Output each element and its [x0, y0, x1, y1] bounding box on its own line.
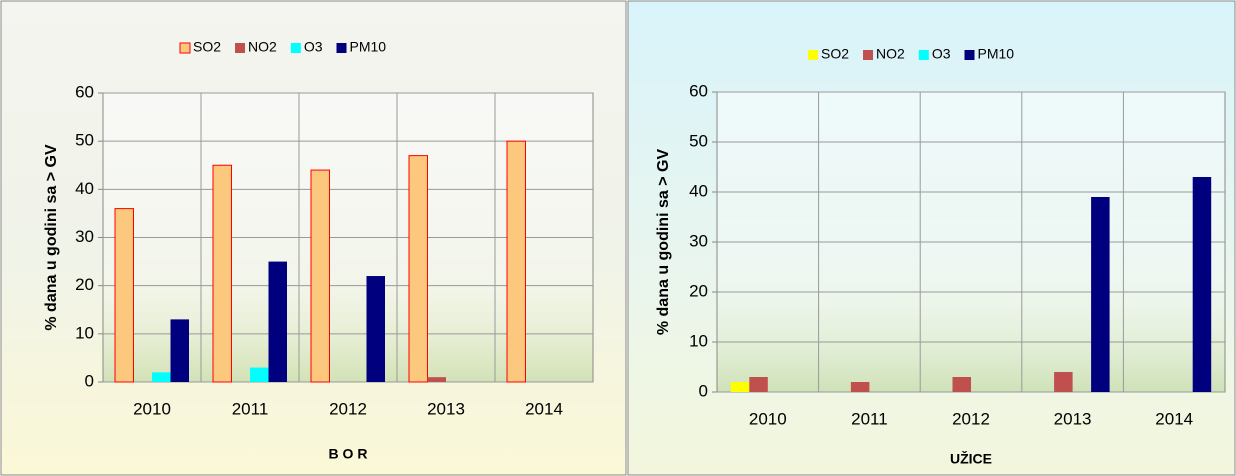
legend-swatch [964, 50, 975, 60]
bar [850, 382, 870, 392]
x-tick-label: 2011 [232, 399, 269, 418]
y-tick-label: 0 [85, 371, 94, 390]
x-tick-label: 2013 [427, 399, 465, 418]
legend-swatch [235, 43, 246, 53]
x-axis-title: UŽICE [950, 450, 992, 467]
bar [408, 155, 428, 383]
y-tick-label: 40 [689, 181, 708, 200]
bar [506, 140, 526, 383]
x-tick-label: 2012 [329, 399, 367, 418]
x-tick-label: 2014 [1155, 409, 1193, 428]
legend-swatch [336, 43, 347, 53]
bar [427, 377, 446, 382]
legend-label: O3 [932, 46, 951, 62]
bar [366, 276, 385, 382]
x-tick-label: 2010 [749, 409, 787, 428]
bar [212, 164, 232, 383]
y-tick-label: 10 [75, 323, 94, 342]
y-tick-label: 20 [689, 281, 708, 300]
bar [1192, 177, 1212, 392]
bar [1091, 197, 1110, 392]
legend-swatch [808, 50, 818, 60]
bar [1054, 372, 1073, 392]
bar [730, 382, 750, 392]
bar [152, 372, 171, 382]
bar [114, 208, 134, 383]
x-tick-label: 2013 [1054, 409, 1092, 428]
y-tick-label: 30 [689, 231, 708, 250]
y-tick-label: 60 [689, 81, 708, 100]
bar [749, 377, 768, 392]
x-tick-label: 2010 [133, 399, 171, 418]
legend-swatch [290, 43, 301, 53]
legend-swatch [179, 42, 191, 54]
y-axis-title: % dana u godini sa > GV [43, 144, 60, 331]
y-tick-label: 20 [75, 275, 94, 294]
legend-label: SO2 [193, 39, 221, 55]
x-tick-label: 2012 [952, 409, 990, 428]
bar [268, 261, 287, 382]
y-tick-label: 0 [699, 381, 708, 400]
bar [170, 319, 189, 382]
legend-label: PM10 [978, 46, 1015, 62]
legend-label: O3 [304, 39, 323, 55]
bar [952, 377, 971, 392]
y-tick-label: 30 [75, 227, 94, 246]
y-tick-label: 10 [689, 331, 708, 350]
y-tick-label: 40 [75, 179, 94, 198]
x-tick-label: 2011 [851, 409, 888, 428]
legend-swatch [863, 50, 874, 60]
bar [250, 367, 269, 382]
x-tick-label: 2014 [525, 399, 563, 418]
legend-swatch [918, 50, 929, 60]
bar [310, 169, 330, 383]
x-axis-title: B O R [329, 446, 368, 462]
y-tick-label: 50 [75, 131, 94, 150]
y-tick-label: 60 [75, 82, 94, 101]
y-axis-title: % dana u godini sa > GV [655, 149, 672, 336]
legend-label: NO2 [876, 46, 905, 62]
legend-label: PM10 [350, 39, 387, 55]
legend-label: NO2 [248, 39, 277, 55]
legend-label: SO2 [821, 46, 849, 62]
y-tick-label: 50 [689, 131, 708, 150]
